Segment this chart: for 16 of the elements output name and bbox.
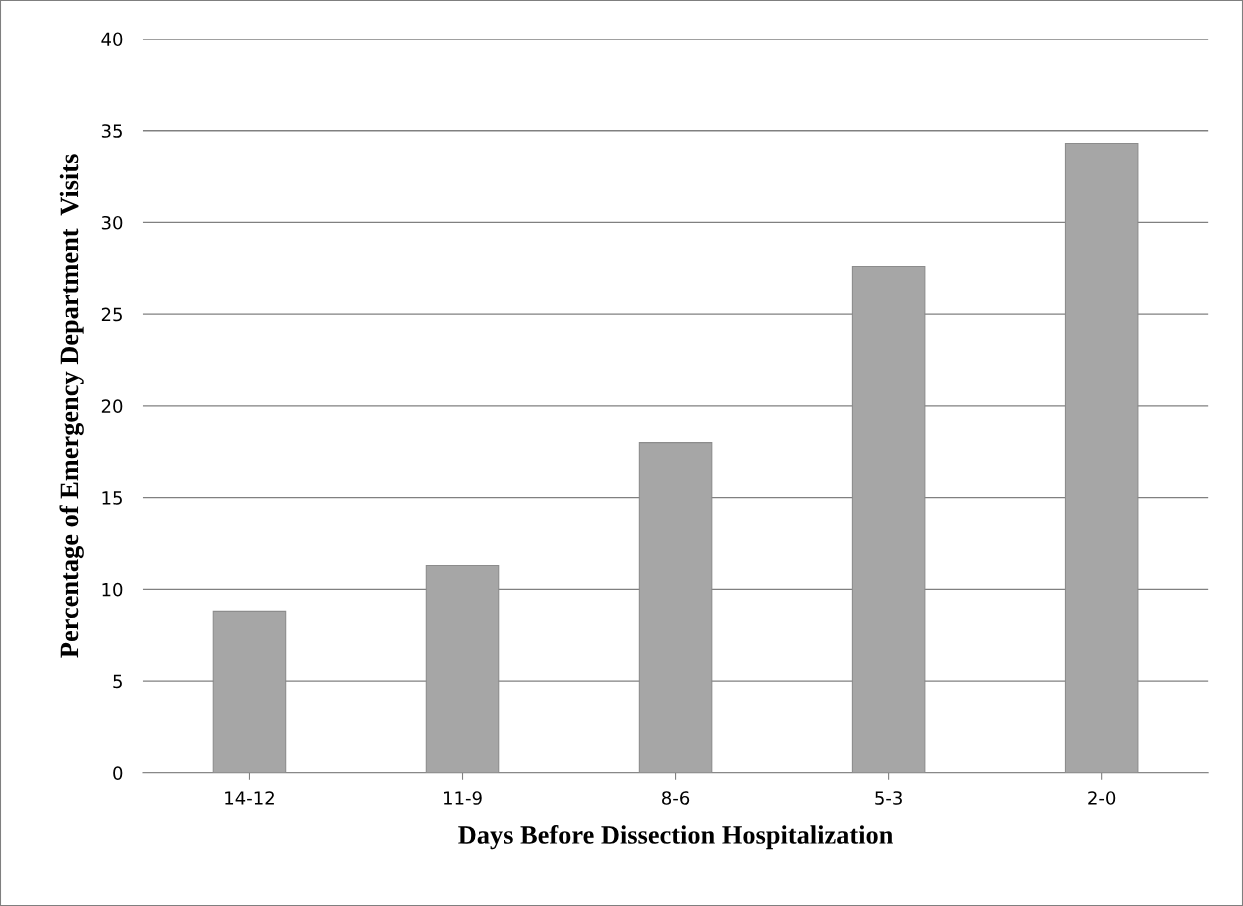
- y-tick-label: 20: [101, 399, 123, 413]
- y-tick-label: 5: [113, 674, 122, 689]
- y-axis-title: Percentage of Emergency Department Visits: [59, 154, 84, 658]
- y-tick-label: 35: [101, 124, 122, 138]
- y-tick-label: 10: [102, 582, 123, 597]
- x-tick-label: 5-3: [875, 791, 902, 805]
- y-tick-label: 30: [101, 215, 123, 230]
- x-tick-label: 2-0: [1088, 791, 1116, 805]
- x-tick-label: 8-6: [662, 791, 690, 805]
- x-tick-label: 14-12: [225, 791, 274, 805]
- y-tick-label: 15: [102, 491, 122, 505]
- y-tick-label: 40: [101, 32, 123, 47]
- x-tick-label: 11-9: [444, 791, 482, 805]
- y-tick-label: 25: [101, 307, 122, 322]
- y-tick-label: 0: [113, 766, 123, 780]
- x-axis-title: Days Before Dissection Hospitalization: [458, 825, 893, 850]
